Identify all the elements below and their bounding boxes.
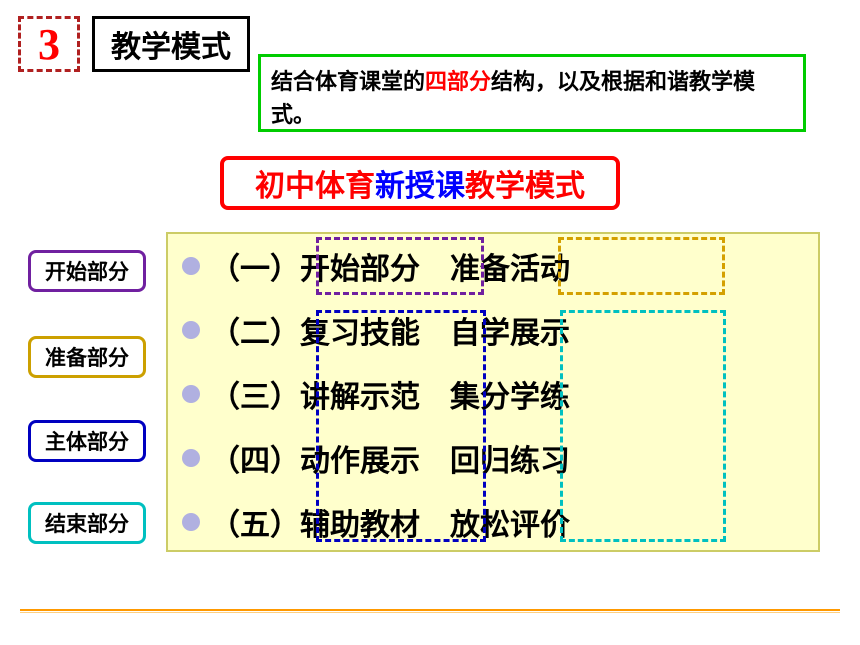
row-text: （二）复习技能 自学展示 (210, 308, 570, 352)
bullet-icon (182, 385, 200, 403)
subtitle-box: 初中体育新授课教学模式 (220, 156, 620, 210)
subtitle-part: 初中体育 (255, 161, 375, 205)
side-label: 准备部分 (28, 336, 146, 378)
side-label: 开始部分 (28, 250, 146, 292)
bullet-icon (182, 257, 200, 275)
row-text: （五）辅助教材 放松评价 (210, 500, 570, 544)
bullet-icon (182, 449, 200, 467)
bullet-icon (182, 321, 200, 339)
desc-highlight: 四部分 (425, 69, 491, 94)
desc-prefix: 结合体育课堂的 (271, 69, 425, 94)
side-label: 结束部分 (28, 502, 146, 544)
content-row: （三）讲解示范 集分学练 (168, 362, 818, 426)
content-row: （四）动作展示 回归练习 (168, 426, 818, 490)
content-row: （二）复习技能 自学展示 (168, 298, 818, 362)
description-box: 结合体育课堂的四部分结构，以及根据和谐教学模式。 (258, 54, 806, 132)
subtitle-part: 教学模式 (465, 161, 585, 205)
section-title: 教学模式 (92, 16, 250, 72)
bullet-icon (182, 513, 200, 531)
side-label: 主体部分 (28, 420, 146, 462)
content-row: （一）开始部分 准备活动 (168, 234, 818, 298)
row-text: （四）动作展示 回归练习 (210, 436, 570, 480)
row-text: （一）开始部分 准备活动 (210, 244, 570, 288)
row-text: （三）讲解示范 集分学练 (210, 372, 570, 416)
footer-divider (20, 609, 840, 613)
subtitle-part: 新授课 (375, 161, 465, 205)
main-panel: （一）开始部分 准备活动 （二）复习技能 自学展示 （三）讲解示范 集分学练 （四）动… (166, 232, 820, 552)
section-number-badge: 3 (18, 16, 80, 72)
content-row: （五）辅助教材 放松评价 (168, 490, 818, 554)
